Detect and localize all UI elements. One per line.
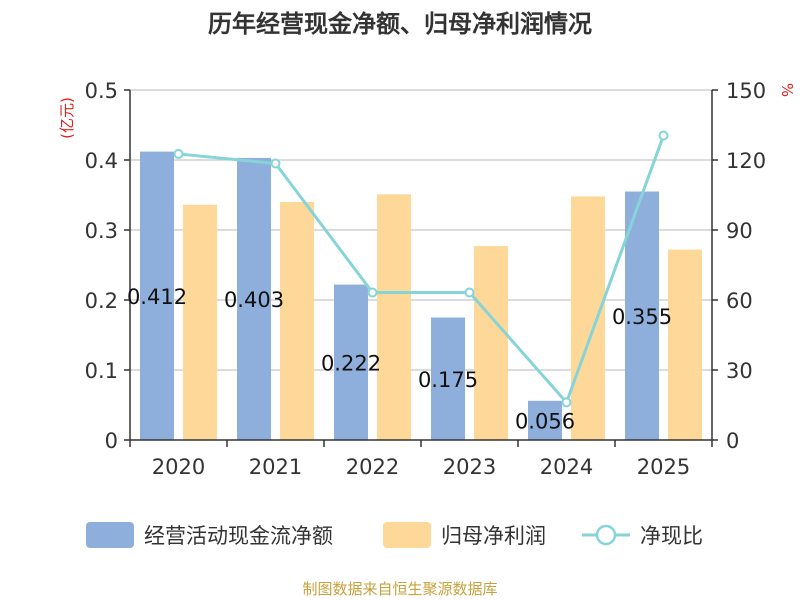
ratio-point (658, 130, 669, 141)
right-axis-tick-label: 60 (726, 289, 753, 313)
legend-swatch-net-profit (383, 522, 431, 548)
bars (140, 151, 702, 440)
ratio-line (173, 130, 669, 408)
right-axis-tick-label: 90 (726, 219, 753, 243)
x-axis-tick-label: 2023 (443, 455, 496, 479)
x-axis-tick-label: 2021 (249, 455, 302, 479)
x-axis-tick-label: 2020 (152, 455, 205, 479)
right-axis-tick-label: 30 (726, 359, 753, 383)
net-profit-bar (183, 204, 217, 440)
ratio-point (173, 148, 184, 159)
right-axis-tick-label: 120 (726, 149, 766, 173)
legend-label-ratio: 净现比 (640, 524, 703, 548)
ratio-point (464, 287, 475, 298)
left-axis-tick-label: 0.3 (85, 219, 118, 243)
left-axis-tick-label: 0.4 (85, 149, 118, 173)
cash-flow-bar (528, 400, 562, 440)
net-profit-bar (668, 249, 702, 440)
left-axis-tick-label: 0.5 (85, 79, 118, 103)
net-profit-bar (280, 202, 314, 440)
cash-flow-value-label: 0.222 (321, 351, 381, 375)
ratio-point (270, 158, 281, 169)
cash-flow-bar (140, 151, 174, 440)
left-axis-tick-label: 0.1 (85, 359, 118, 383)
cash-flow-value-label: 0.412 (127, 285, 187, 309)
cash-flow-value-label: 0.175 (418, 368, 478, 392)
legend-label-net-profit: 归母净利润 (441, 524, 546, 548)
left-axis-tick-label: 0 (105, 429, 118, 453)
cash-flow-value-label: 0.056 (515, 409, 575, 433)
data-labels: 0.412 0.403 0.222 0.175 0.056 0.355 (127, 285, 672, 434)
x-axis-tick-label: 2024 (540, 455, 593, 479)
legend-marker-ratio (595, 524, 617, 546)
x-axis-tick-label: 2022 (346, 455, 399, 479)
legend-label-cash-flow: 经营活动现金流净额 (144, 524, 333, 548)
legend-swatch-cash-flow (86, 522, 134, 548)
right-axis-tick-label: 150 (726, 79, 766, 103)
right-axis-tick-label: 0 (726, 429, 739, 453)
cash-flow-bar (334, 284, 368, 440)
net-profit-bar (571, 196, 605, 440)
cash-flow-value-label: 0.403 (224, 288, 284, 312)
x-axis-tick-label: 2025 (637, 455, 690, 479)
cash-flow-value-label: 0.355 (612, 305, 672, 329)
legend: 经营活动现金流净额 归母净利润 净现比 (86, 522, 703, 548)
ratio-point (561, 397, 572, 408)
ratio-point (367, 287, 378, 298)
net-profit-bar (474, 246, 508, 440)
chart-title: 历年经营现金净额、归母净利润情况 (208, 10, 592, 38)
right-axis-unit-label: % (778, 83, 796, 97)
source-note: 制图数据来自恒生聚源数据库 (302, 580, 497, 598)
ratio-line-path (178, 134, 665, 406)
cash-flow-bar (431, 317, 465, 440)
left-axis-unit-label: (亿元) (58, 97, 76, 139)
cash-flow-bar (237, 157, 271, 440)
net-profit-bar (377, 194, 411, 440)
axes: 0 0.1 0.2 0.3 0.4 0.5 0 30 60 90 120 150 2020 2021 202… (85, 79, 767, 479)
left-axis-tick-label: 0.2 (85, 289, 118, 313)
cash-flow-bar (625, 191, 659, 440)
